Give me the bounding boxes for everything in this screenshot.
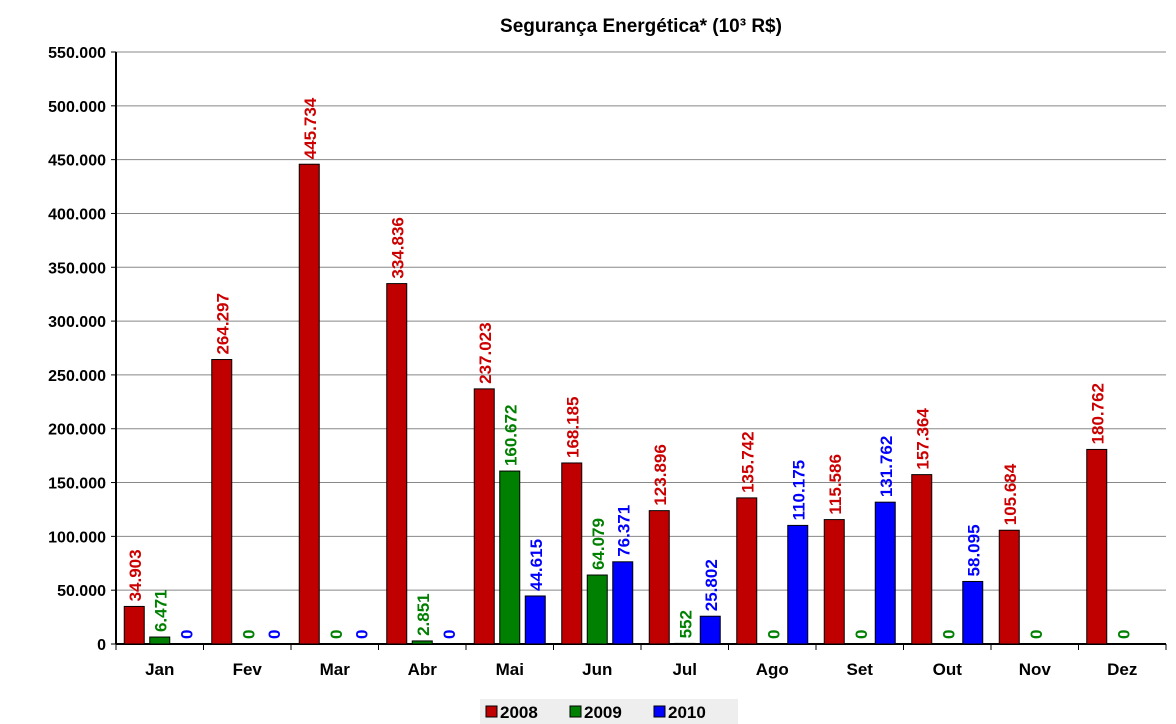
- value-label: 237.023: [476, 322, 495, 383]
- value-label: 157.364: [914, 408, 933, 470]
- legend-label: 2010: [668, 703, 706, 722]
- value-label: 0: [852, 630, 871, 639]
- y-tick-label: 450.000: [48, 153, 106, 170]
- bar: [1086, 448, 1108, 645]
- y-tick-label: 150.000: [48, 476, 106, 493]
- chart-title: Segurança Energética* (10³ R$): [500, 16, 782, 37]
- x-tick-label: Jul: [672, 660, 697, 679]
- legend-label: 2009: [584, 703, 622, 722]
- value-label: 123.896: [651, 444, 670, 505]
- bar: [411, 640, 433, 645]
- bar: [586, 574, 608, 645]
- x-tick-label: Jun: [582, 660, 612, 679]
- bar: [736, 497, 758, 645]
- bar: [648, 510, 670, 645]
- y-tick-label: 50.000: [57, 583, 106, 600]
- value-label: 0: [1027, 630, 1046, 639]
- value-label: 2.851: [414, 593, 433, 636]
- bar: [123, 605, 145, 645]
- value-label: 0: [440, 630, 459, 639]
- x-tick-label: Ago: [756, 660, 789, 679]
- bar: [874, 501, 896, 645]
- value-label: 0: [1114, 630, 1133, 639]
- bar: [787, 524, 809, 645]
- value-label: 0: [939, 630, 958, 639]
- bar: [998, 529, 1020, 645]
- y-tick-label: 100.000: [48, 529, 106, 546]
- x-tick-label: Dez: [1107, 660, 1137, 679]
- value-label: 110.175: [790, 460, 809, 521]
- value-label: 0: [327, 630, 346, 639]
- bar: [699, 615, 721, 645]
- value-label: 168.185: [564, 397, 583, 458]
- value-label: 76.371: [615, 505, 634, 557]
- value-label: 131.762: [877, 436, 896, 497]
- legend: 2008 2009 2010: [480, 699, 738, 724]
- bar: [674, 642, 696, 645]
- bar: [149, 636, 171, 645]
- y-tick-label: 200.000: [48, 422, 106, 439]
- x-tick-label: Mai: [496, 660, 524, 679]
- bar: [298, 163, 320, 645]
- value-label: 6.471: [152, 589, 171, 632]
- bar: [911, 474, 933, 645]
- legend-swatch: [485, 705, 498, 718]
- bar: [386, 283, 408, 645]
- value-label: 105.684: [1001, 463, 1020, 525]
- bar: [499, 470, 521, 645]
- value-label: 115.586: [826, 454, 845, 515]
- legend-swatch: [653, 705, 666, 718]
- bar: [823, 519, 845, 645]
- value-label: 58.095: [965, 524, 984, 576]
- value-label: 0: [764, 630, 783, 639]
- value-label: 552: [677, 610, 696, 638]
- legend-swatch: [569, 705, 582, 718]
- x-tick-label: Set: [847, 660, 874, 679]
- value-label: 264.297: [214, 293, 233, 354]
- x-tick-label: Jan: [145, 660, 174, 679]
- y-tick-label: 0: [97, 637, 106, 654]
- value-label: 64.079: [589, 518, 608, 570]
- value-label: 180.762: [1089, 383, 1108, 444]
- bar: [561, 462, 583, 645]
- y-tick-label: 250.000: [48, 368, 106, 385]
- value-label: 25.802: [702, 559, 721, 611]
- value-label: 334.836: [389, 217, 408, 278]
- bar: [524, 595, 546, 645]
- bar: [211, 359, 233, 645]
- value-label: 44.615: [527, 539, 546, 591]
- x-tick-label: Nov: [1019, 660, 1052, 679]
- y-tick-label: 500.000: [48, 99, 106, 116]
- value-label: 160.672: [502, 405, 521, 466]
- legend-label: 2008: [500, 703, 538, 722]
- value-label: 445.734: [301, 97, 320, 159]
- bar: [612, 561, 634, 645]
- bar: [473, 388, 495, 645]
- value-label: 0: [265, 630, 284, 639]
- value-label: 0: [177, 630, 196, 639]
- y-tick-label: 400.000: [48, 206, 106, 223]
- bar: [962, 580, 984, 645]
- value-label: 135.742: [739, 431, 758, 492]
- x-tick-label: Fev: [233, 660, 263, 679]
- value-label: 34.903: [126, 549, 145, 601]
- x-tick-label: Abr: [408, 660, 438, 679]
- y-tick-label: 350.000: [48, 260, 106, 277]
- value-label: 0: [352, 630, 371, 639]
- y-tick-label: 550.000: [48, 45, 106, 62]
- x-tick-label: Out: [933, 660, 963, 679]
- legend-box: [480, 699, 738, 724]
- value-label: 0: [239, 630, 258, 639]
- x-tick-label: Mar: [320, 660, 351, 679]
- y-tick-label: 300.000: [48, 314, 106, 331]
